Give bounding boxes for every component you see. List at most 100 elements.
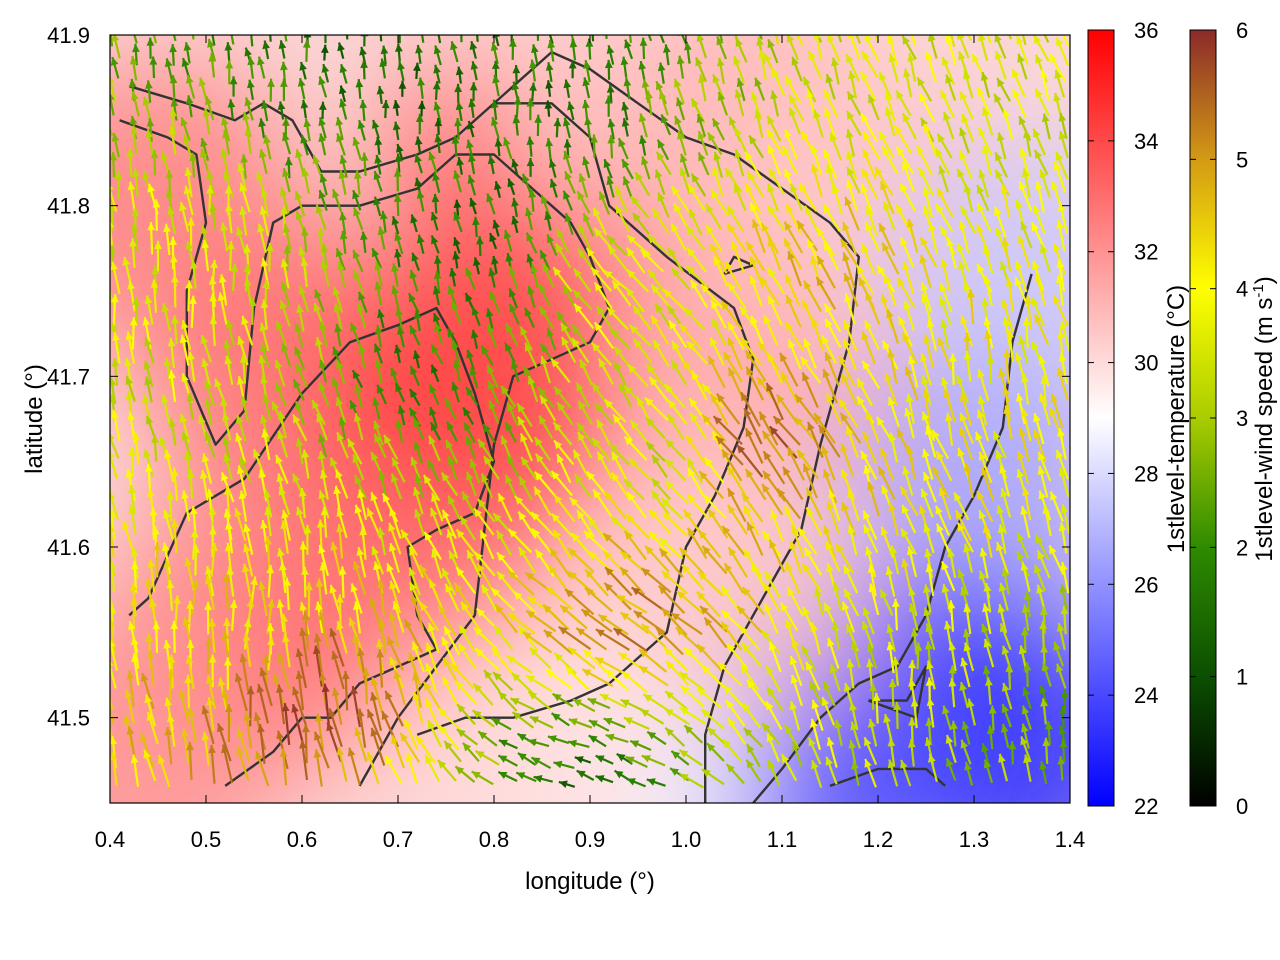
wind-vector [883, 713, 893, 743]
wind-vector [225, 203, 233, 234]
wind-vector [490, 99, 499, 120]
wind-vector [849, 701, 859, 731]
wind-vector [1059, 584, 1068, 610]
wind-vector [903, 68, 913, 98]
wind-vector [338, 416, 347, 441]
wind-vector [383, 434, 399, 460]
wind-vector [766, 732, 781, 763]
wind-vector [110, 56, 120, 79]
wind-vector [366, 751, 380, 785]
wind-vector [167, 206, 177, 235]
wind-vector [685, 434, 706, 464]
wind-vector [766, 686, 784, 712]
wind-vector [885, 566, 896, 597]
wind-vector [660, 570, 688, 595]
wind-vector [1039, 760, 1048, 785]
wind-vector [563, 79, 572, 98]
wind-vector [582, 77, 591, 99]
wind-vector [339, 155, 348, 178]
wind-vector [847, 35, 861, 60]
wind-vector [347, 747, 361, 786]
wind-vector [227, 241, 235, 271]
wind-vector [110, 35, 114, 47]
wind-vector [686, 527, 708, 560]
wind-vector [546, 233, 558, 256]
wind-vector [581, 668, 614, 688]
wind-vector [239, 206, 248, 236]
wind-vector [761, 722, 781, 745]
wind-vector [721, 448, 743, 482]
wind-vector [425, 642, 439, 675]
wind-vector [922, 389, 931, 425]
wind-vector [183, 42, 192, 64]
wind-vector [430, 211, 439, 231]
wind-vector [647, 35, 653, 42]
wind-vector [639, 135, 647, 156]
wind-vector [239, 354, 248, 384]
wind-vector [813, 35, 823, 61]
wind-vector [319, 469, 329, 500]
wind-vector [303, 524, 312, 555]
wind-vector [477, 438, 495, 462]
wind-vector [914, 642, 923, 670]
wind-vector [840, 443, 855, 477]
wind-vector [789, 655, 803, 687]
wind-vector [646, 234, 670, 256]
wind-vector [524, 207, 533, 231]
wind-vector [784, 321, 805, 352]
wind-vector [896, 277, 916, 308]
wind-vector [996, 541, 1009, 574]
wind-vector [994, 226, 1009, 256]
wind-vector [223, 617, 231, 652]
wind-vector [741, 702, 761, 729]
wind-vector [144, 694, 156, 727]
wind-vector [285, 157, 293, 179]
wind-vector [256, 683, 269, 724]
plot-area [109, 34, 1071, 804]
wind-vector [244, 277, 252, 306]
wind-vector [319, 321, 328, 347]
wind-vector [110, 451, 119, 480]
wind-vector [727, 465, 747, 497]
wind-vector [414, 153, 423, 174]
wind-vector [500, 435, 513, 462]
wind-vector [709, 336, 725, 366]
wind-vector [1001, 567, 1010, 595]
wind-vector [599, 693, 627, 709]
wind-vector [536, 35, 540, 41]
wind-vector [204, 601, 212, 635]
wind-vector [678, 546, 705, 575]
wind-vector [468, 153, 476, 175]
wind-vector [700, 664, 726, 689]
wind-vector [391, 263, 399, 287]
wind-vector [710, 393, 729, 426]
wind-vector [258, 148, 268, 174]
wind-vector [1030, 222, 1047, 252]
wind-vector [110, 91, 115, 116]
wind-vector [386, 636, 404, 671]
wind-vector [110, 638, 118, 672]
wind-vector [334, 323, 342, 347]
wind-vector [146, 118, 155, 142]
wind-vector [433, 45, 442, 66]
wind-vector [170, 97, 179, 121]
x-tick-label: 1.0 [671, 827, 702, 852]
wind-vector [409, 269, 419, 292]
wind-vector [841, 601, 855, 633]
wind-vector [143, 448, 154, 477]
wind-vector [873, 166, 894, 197]
wind-vector [415, 113, 424, 135]
wind-vector [129, 596, 138, 631]
wind-vector [152, 199, 161, 231]
wind-vector [337, 261, 346, 288]
wind-vector [1049, 491, 1064, 522]
wind-vector [825, 756, 838, 785]
wind-vector [110, 491, 120, 521]
wind-vector [146, 649, 155, 686]
wind-vector [725, 763, 745, 785]
wind-vector [583, 59, 591, 83]
wind-vector [111, 132, 120, 158]
wind-vector [831, 183, 843, 215]
wind-vector [1001, 298, 1014, 332]
wind-vector [388, 522, 402, 555]
